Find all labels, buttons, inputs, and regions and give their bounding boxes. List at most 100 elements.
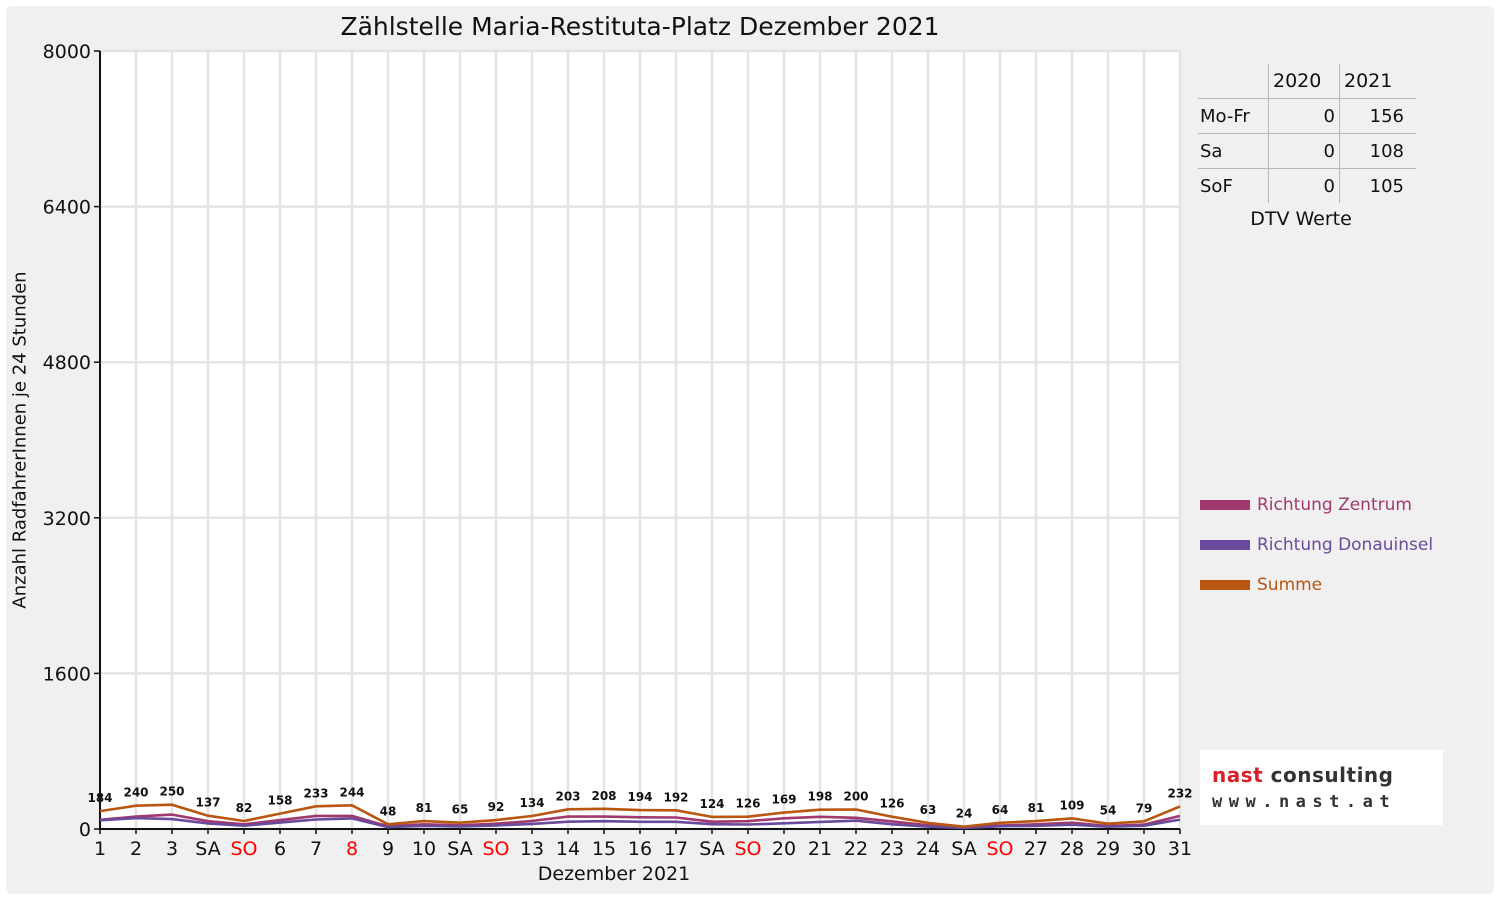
x-tick-label: 22 <box>844 838 868 860</box>
dtv-value-2020: 0 <box>1268 168 1340 203</box>
dtv-row-sa: Sa 0 108 <box>1198 133 1416 169</box>
dtv-row-label: Mo-Fr <box>1198 98 1269 134</box>
dtv-caption: DTV Werte <box>1250 208 1352 230</box>
dtv-row-label: SoF <box>1198 168 1269 203</box>
legend-item-summe: Summe <box>1200 573 1322 597</box>
chart-title: Zählstelle Maria-Restituta-Platz Dezembe… <box>340 12 940 41</box>
x-tick-label: 27 <box>1024 838 1048 860</box>
company-logo: nast consulting www.nast.at <box>1200 750 1443 825</box>
x-tick-label: 17 <box>664 838 688 860</box>
logo-name-rest: consulting <box>1270 763 1394 787</box>
x-tick-label: 15 <box>592 838 616 860</box>
x-tick-label: 16 <box>628 838 652 860</box>
data-label: 48 <box>380 804 397 818</box>
data-label: 126 <box>735 797 760 811</box>
dtv-row-label: Sa <box>1198 133 1269 169</box>
data-label: 137 <box>195 796 220 810</box>
dtv-value-2021: 108 <box>1339 133 1416 169</box>
data-label: 244 <box>339 785 364 799</box>
data-label: 54 <box>1100 804 1117 818</box>
x-tick-label: SA <box>951 838 976 860</box>
data-label: 79 <box>1136 801 1153 815</box>
dtv-table: 2020 2021 Mo-Fr 0 156 Sa 0 108 SoF 0 105 <box>1198 64 1416 203</box>
legend-swatch-summe <box>1200 580 1250 590</box>
data-label: 124 <box>699 797 724 811</box>
data-label: 24 <box>956 807 973 821</box>
x-tick-label: 21 <box>808 838 832 860</box>
x-tick-label: 29 <box>1096 838 1120 860</box>
legend-label-summe: Summe <box>1257 575 1323 595</box>
data-label: 126 <box>879 797 904 811</box>
x-tick-label: 30 <box>1132 838 1156 860</box>
logo-url: www.nast.at <box>1212 792 1397 812</box>
x-tick-label: 14 <box>556 838 580 860</box>
data-label: 92 <box>488 800 505 814</box>
y-tick-label: 8000 <box>43 41 91 63</box>
data-label: 184 <box>87 791 112 805</box>
legend-swatch-donauinsel <box>1200 540 1250 550</box>
logo-name: nast consulting <box>1212 763 1393 787</box>
x-tick-label: 13 <box>520 838 544 860</box>
data-label: 158 <box>267 794 292 808</box>
x-tick-label: 7 <box>310 838 322 860</box>
y-tick-label: 1600 <box>43 663 91 685</box>
dtv-row-sof: SoF 0 105 <box>1198 168 1416 203</box>
y-tick-label: 6400 <box>43 197 91 219</box>
x-tick-label: 31 <box>1168 838 1192 860</box>
x-tick-label: SO <box>230 838 257 860</box>
y-tick-label: 3200 <box>43 508 91 530</box>
x-tick-label: SA <box>195 838 220 860</box>
x-tick-label: 3 <box>166 838 178 860</box>
x-axis-label: Dezember 2021 <box>537 863 691 885</box>
x-tick-label: SA <box>699 838 724 860</box>
dtv-value-2021: 156 <box>1339 98 1416 134</box>
legend-swatch-zentrum <box>1200 500 1250 510</box>
x-tick-label: 23 <box>880 838 904 860</box>
data-label: 208 <box>591 789 616 803</box>
x-tick-label: SA <box>447 838 472 860</box>
legend-item-zentrum: Richtung Zentrum <box>1200 493 1412 517</box>
x-tick-label: 8 <box>346 838 358 860</box>
x-tick-label: 20 <box>772 838 796 860</box>
data-label: 194 <box>627 790 652 804</box>
legend-label-zentrum: Richtung Zentrum <box>1257 495 1412 515</box>
dtv-row-mofr: Mo-Fr 0 156 <box>1198 98 1416 134</box>
x-tick-label: 10 <box>412 838 436 860</box>
dtv-header-2020: 2020 <box>1268 64 1340 99</box>
x-tick-label: SO <box>986 838 1013 860</box>
x-tick-label: 9 <box>382 838 394 860</box>
dtv-value-2021: 105 <box>1339 168 1416 203</box>
logo-name-accent: nast <box>1212 763 1264 787</box>
series-line-summe <box>99 803 1181 829</box>
data-label: 200 <box>843 790 868 804</box>
legend-item-donauinsel: Richtung Donauinsel <box>1200 533 1433 557</box>
y-tick-label: 4800 <box>43 352 91 374</box>
data-label: 169 <box>771 793 796 807</box>
legend-label-donauinsel: Richtung Donauinsel <box>1257 535 1434 555</box>
data-label: 192 <box>663 790 688 804</box>
x-tick-label: 6 <box>274 838 286 860</box>
x-tick-label: SO <box>482 838 509 860</box>
data-label: 64 <box>992 803 1009 817</box>
data-label: 233 <box>303 786 328 800</box>
data-label: 240 <box>123 786 148 800</box>
data-label: 109 <box>1059 798 1084 812</box>
x-tick-label: SO <box>734 838 761 860</box>
series-line-donauinsel <box>99 816 1181 830</box>
dtv-value-2020: 0 <box>1268 133 1340 169</box>
data-label: 203 <box>555 789 580 803</box>
data-label: 65 <box>452 803 469 817</box>
data-label: 82 <box>236 801 253 815</box>
x-tick-label: 2 <box>130 838 142 860</box>
data-label: 81 <box>1028 801 1045 815</box>
dtv-header-2021: 2021 <box>1339 64 1416 99</box>
data-label: 134 <box>519 796 544 810</box>
dtv-value-2020: 0 <box>1268 98 1340 134</box>
y-tick-label: 0 <box>79 819 91 841</box>
x-tick-label: 28 <box>1060 838 1084 860</box>
data-label: 198 <box>807 790 832 804</box>
data-label: 250 <box>159 785 184 799</box>
dtv-header-row: 2020 2021 <box>1198 64 1416 99</box>
y-axis-label: Anzahl RadfahrerInnen je 24 Stunden <box>9 271 31 609</box>
